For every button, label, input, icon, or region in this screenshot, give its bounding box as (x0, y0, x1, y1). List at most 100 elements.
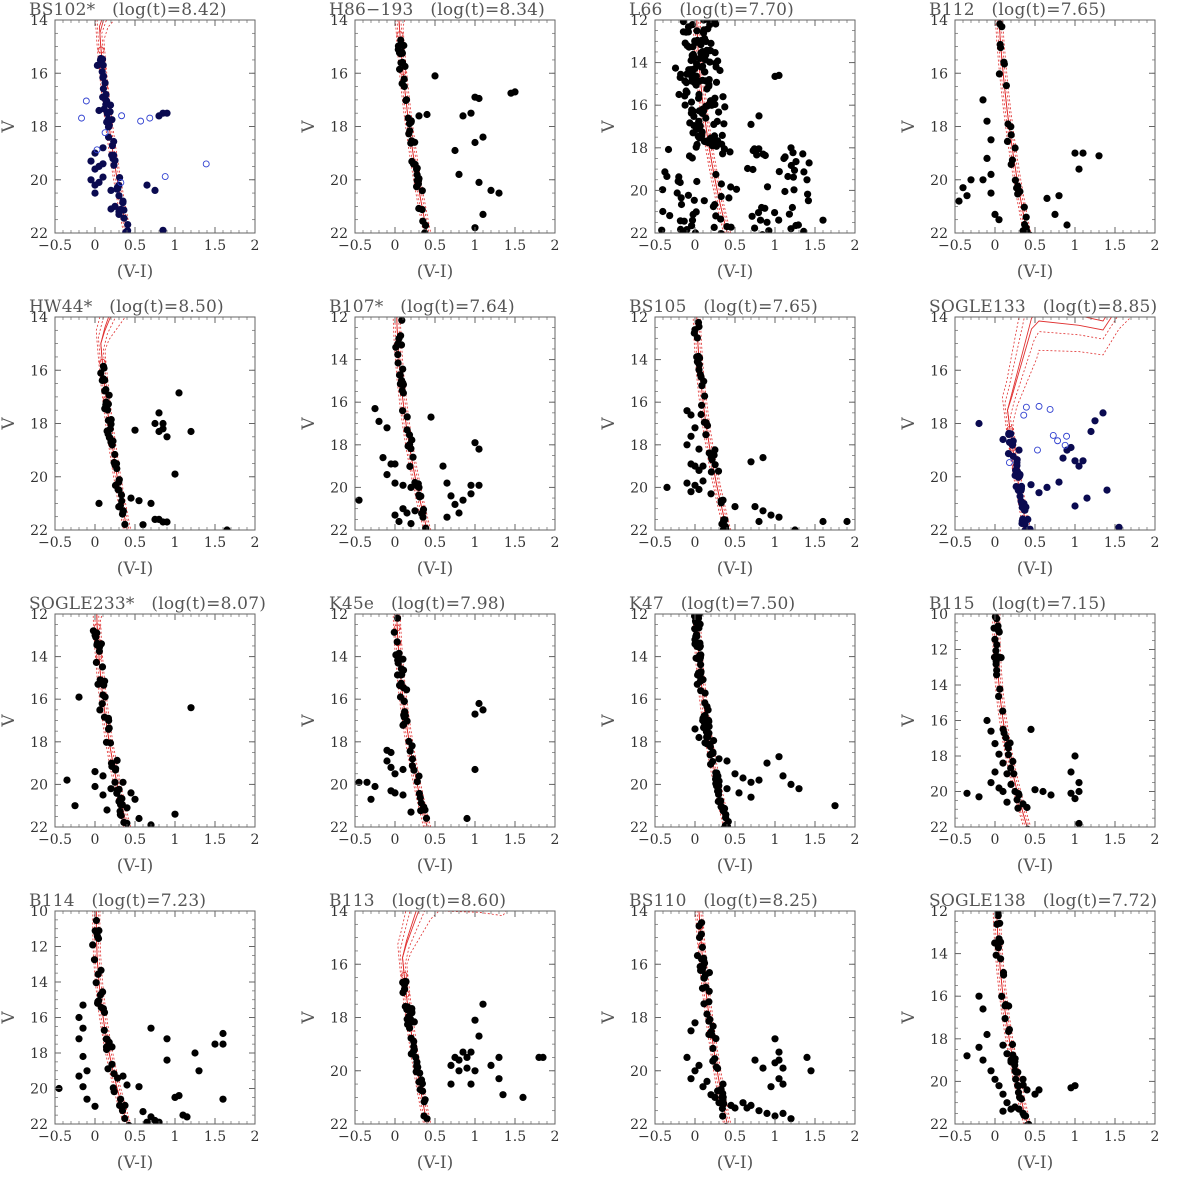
cmd-panel: −0.5 0 0.5 1 1.5 2 12 14 16 18 20 22 (V-I) V SOGLE233*… (0, 594, 300, 891)
star-point (467, 481, 475, 489)
star-point (71, 802, 79, 810)
y-tick-label: 22 (30, 1117, 48, 1133)
star-point (471, 1067, 479, 1075)
star-point (127, 494, 135, 502)
star-point (471, 439, 479, 447)
star-point (151, 515, 159, 523)
star-point (804, 197, 812, 205)
y-tick-label: 10 (30, 904, 48, 920)
x-tick-label: 0.5 (124, 238, 146, 254)
field-star-marker (1046, 405, 1054, 413)
star-point (996, 20, 1004, 28)
isochrone-envelope (698, 317, 730, 530)
star-point (1020, 203, 1028, 211)
star-point (119, 1072, 127, 1080)
star-point (789, 149, 797, 157)
y-tick-label: 22 (330, 820, 348, 836)
star-point (759, 454, 767, 462)
star-point (1087, 427, 1095, 436)
star-point (1099, 409, 1107, 417)
x-axis-label: (V-I) (717, 559, 753, 579)
cluster-age: (log(t)=7.65) (686, 297, 819, 317)
star-point (800, 227, 808, 233)
star-point (397, 679, 405, 687)
star-point (99, 160, 107, 168)
y-axis-label: V (0, 714, 19, 728)
star-point (998, 992, 1006, 1000)
star-point (99, 772, 107, 780)
star-point (761, 151, 769, 160)
star-point (685, 152, 694, 160)
y-tick-label: 16 (330, 957, 348, 973)
star-point (1007, 764, 1015, 772)
star-point (410, 1042, 418, 1051)
cluster-name: BS102* (29, 0, 96, 20)
star-point (120, 214, 128, 222)
star-point (1063, 221, 1071, 229)
x-tick-label: 2 (851, 535, 860, 551)
star-point (119, 778, 127, 786)
star-point (676, 178, 684, 187)
y-tick-label: 16 (330, 395, 348, 411)
star-point (697, 687, 705, 695)
star-point (721, 103, 729, 111)
x-tick-label: 0 (91, 832, 100, 848)
star-point (994, 626, 1002, 634)
star-point (755, 1107, 763, 1115)
star-point (1071, 752, 1079, 760)
star-point (677, 194, 685, 202)
star-point (113, 185, 121, 193)
star-point (75, 693, 83, 701)
isochrone-envelope (95, 317, 125, 530)
star-point (423, 110, 431, 119)
field-star-marker (1022, 403, 1030, 411)
star-point (1009, 452, 1017, 460)
cmd-plot: −0.5 0 0.5 1 1.5 2 14 16 18 20 22 (V-I) V (600, 904, 859, 1173)
star-point (379, 454, 387, 462)
star-point (111, 450, 119, 459)
star-point (92, 979, 100, 987)
star-point (1013, 796, 1021, 804)
isochrone-line (698, 911, 728, 1124)
star-point (75, 1035, 83, 1043)
star-point (403, 509, 411, 517)
star-point (1051, 210, 1059, 218)
star-point (475, 178, 483, 186)
star-point (763, 183, 772, 191)
star-point (700, 197, 708, 205)
isochrone-envelope (94, 614, 126, 827)
star-point (417, 807, 425, 815)
x-tick-label: 2 (551, 238, 560, 254)
star-point (714, 787, 722, 795)
star-point (788, 203, 796, 212)
cmd-panel: −0.5 0 0.5 1 1.5 2 14 16 18 20 22 (V-I) V B113 (log(t… (300, 891, 600, 1188)
x-tick-label: 2 (1151, 1129, 1160, 1145)
star-point (676, 73, 684, 81)
plot-frame (354, 316, 556, 531)
star-point (105, 724, 113, 732)
field-star-marker (1063, 432, 1071, 440)
star-point (131, 426, 139, 434)
y-tick-label: 18 (30, 1046, 48, 1062)
cluster-name: BS110 (629, 891, 687, 911)
star-point (401, 985, 409, 993)
cmd-plot: −0.5 0 0.5 1 1.5 2 12 14 16 18 20 22 (V-I) V (900, 904, 1160, 1173)
star-point (467, 1080, 475, 1088)
y-axis-label: V (0, 1011, 19, 1025)
star-point (707, 468, 715, 476)
star-point (195, 1067, 203, 1075)
star-point (415, 112, 423, 120)
y-tick-label: 20 (330, 777, 348, 793)
star-point (1075, 462, 1083, 470)
star-point (997, 654, 1005, 662)
star-point (675, 90, 683, 99)
star-point (413, 482, 421, 490)
y-tick-label: 22 (630, 523, 648, 539)
star-point (705, 717, 713, 726)
star-point (219, 1029, 227, 1038)
star-point (1017, 1095, 1026, 1103)
star-point (1015, 446, 1023, 454)
x-tick-label: 1 (471, 832, 480, 848)
star-point (1005, 1027, 1013, 1035)
star-point (688, 106, 696, 114)
